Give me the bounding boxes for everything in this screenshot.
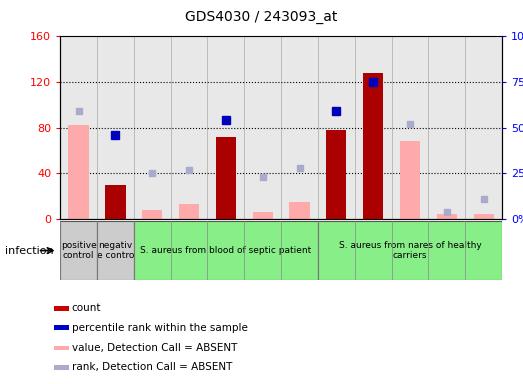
- Bar: [134, 221, 170, 280]
- Text: negativ
e contro: negativ e contro: [97, 241, 134, 260]
- Bar: [363, 73, 383, 219]
- Bar: [69, 126, 89, 219]
- Bar: [253, 212, 273, 219]
- Bar: [473, 214, 494, 219]
- Bar: [392, 221, 428, 280]
- Text: positive
control: positive control: [61, 241, 96, 260]
- Bar: [208, 221, 244, 280]
- Bar: [465, 221, 502, 280]
- Bar: [142, 210, 162, 219]
- Bar: [318, 221, 502, 280]
- Bar: [289, 202, 310, 219]
- Bar: [318, 221, 355, 280]
- Bar: [134, 221, 318, 280]
- Bar: [326, 130, 346, 219]
- Bar: [355, 221, 392, 280]
- Bar: [60, 221, 97, 280]
- Text: infection: infection: [5, 245, 54, 256]
- Bar: [244, 221, 281, 280]
- Bar: [281, 221, 318, 280]
- Bar: [179, 204, 199, 219]
- Text: percentile rank within the sample: percentile rank within the sample: [72, 323, 247, 333]
- Bar: [54, 306, 69, 311]
- Text: count: count: [72, 303, 101, 313]
- Text: value, Detection Call = ABSENT: value, Detection Call = ABSENT: [72, 343, 237, 353]
- Bar: [216, 137, 236, 219]
- Bar: [170, 221, 208, 280]
- Bar: [97, 221, 134, 280]
- Bar: [54, 346, 69, 350]
- Bar: [400, 141, 420, 219]
- Bar: [105, 185, 126, 219]
- Text: rank, Detection Call = ABSENT: rank, Detection Call = ABSENT: [72, 362, 232, 372]
- Bar: [97, 221, 134, 280]
- Bar: [437, 214, 457, 219]
- Text: S. aureus from blood of septic patient: S. aureus from blood of septic patient: [140, 246, 312, 255]
- Bar: [54, 326, 69, 330]
- Bar: [54, 365, 69, 370]
- Bar: [428, 221, 465, 280]
- Text: GDS4030 / 243093_at: GDS4030 / 243093_at: [185, 10, 338, 23]
- Text: S. aureus from nares of healthy
carriers: S. aureus from nares of healthy carriers: [338, 241, 481, 260]
- Bar: [60, 221, 97, 280]
